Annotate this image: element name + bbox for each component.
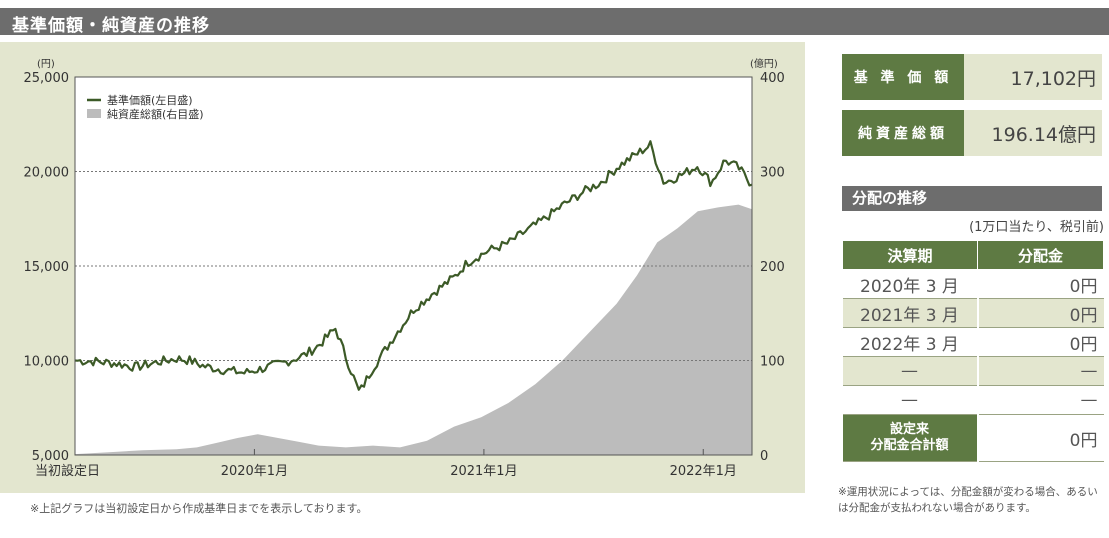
assets-summary: 純資産総額 196.14億円 xyxy=(842,110,1102,156)
left-tick-label: 20,000 xyxy=(24,166,70,181)
x-tick-label: 2020年1月 xyxy=(221,464,288,479)
legend-area-swatch xyxy=(87,109,101,118)
amount-cell: 0円 xyxy=(977,269,1104,299)
nav-line-series xyxy=(74,140,753,391)
period-cell: — xyxy=(842,385,979,415)
nav-value: 17,102円 xyxy=(1010,67,1096,90)
chart-panel: 25,000 400 20,000 300 15,000 200 10,000 100 5,00… xyxy=(0,42,805,493)
distribution-table: 決算期 分配金 2020年 3 月 0円 2021年 3 月 0円 2022年 … xyxy=(842,240,1104,462)
col-period-header: 決算期 xyxy=(842,240,978,270)
table-row: 2022年 3 月 0円 xyxy=(842,327,1104,357)
table-row: 2021年 3 月 0円 xyxy=(842,298,1104,328)
x-tick-label: 2022年1月 xyxy=(670,464,737,479)
right-tick-label: 200 xyxy=(760,260,785,275)
nav-chart: 25,000 400 20,000 300 15,000 200 10,000 100 5,00… xyxy=(24,57,785,479)
amount-cell: — xyxy=(977,385,1104,415)
right-tick-label: 100 xyxy=(760,355,785,370)
assets-label: 純資産総額 xyxy=(842,110,964,156)
amount-cell: 0円 xyxy=(977,298,1104,328)
assets-value: 196.14億円 xyxy=(991,123,1096,146)
col-amount-header: 分配金 xyxy=(977,240,1104,270)
amount-cell: 0円 xyxy=(977,327,1104,357)
table-row: — — xyxy=(842,356,1104,386)
distribution-subtitle: (1万口当たり、税引前) xyxy=(969,220,1104,235)
nav-label: 基 準 価 額 xyxy=(842,54,964,100)
period-cell: 2021年 3 月 xyxy=(842,298,979,328)
left-tick-label: 10,000 xyxy=(24,355,70,370)
x-tick-label: 2021年1月 xyxy=(450,464,517,479)
plot-frame xyxy=(74,76,753,456)
table-row: 2020年 3 月 0円 xyxy=(842,269,1104,299)
table-total-row: 設定来 分配金合計額 0円 xyxy=(842,414,1104,462)
left-tick-label: 5,000 xyxy=(32,449,69,464)
total-label-line-2: 分配金合計額 xyxy=(870,438,949,453)
period-cell: — xyxy=(842,356,979,386)
total-amount-cell: 0円 xyxy=(977,414,1104,462)
right-axis-unit: (億円) xyxy=(750,57,778,70)
section-title-bar: 基準価額・純資産の推移 xyxy=(0,8,1109,36)
left-tick-label: 15,000 xyxy=(24,260,70,275)
amount-cell: — xyxy=(977,356,1104,386)
total-label-cell: 設定来 分配金合計額 xyxy=(842,414,979,462)
period-cell: 2020年 3 月 xyxy=(842,269,979,299)
right-tick-label: 300 xyxy=(760,166,785,181)
section-title: 基準価額・純資産の推移 xyxy=(12,16,210,36)
distribution-note: ※運用状況によっては、分配金額が変わる場合、あるいは分配金が支払われない場合があ… xyxy=(838,486,1098,514)
right-tick-label: 0 xyxy=(760,449,768,464)
legend-area-label: 純資産総額(右目盛) xyxy=(107,107,204,121)
chart-note: ※上記グラフは当初設定日から作成基準日までを表示しております。 xyxy=(30,502,368,515)
period-cell: 2022年 3 月 xyxy=(842,327,979,357)
x-tick-label: 当初設定日 xyxy=(35,463,100,479)
legend-line-label: 基準価額(左目盛) xyxy=(107,93,193,107)
nav-summary: 基 準 価 額 17,102円 xyxy=(842,54,1102,100)
distribution-title: 分配の推移 xyxy=(842,186,1102,211)
table-row: — — xyxy=(842,385,1104,415)
distribution-header-row: 決算期 分配金 xyxy=(842,240,1104,270)
left-tick-label: 25,000 xyxy=(24,71,70,86)
total-label-line-1: 設定来 xyxy=(889,422,929,437)
left-axis-unit: (円) xyxy=(37,59,55,70)
right-tick-label: 400 xyxy=(760,71,785,86)
assets-area-series xyxy=(75,204,752,455)
